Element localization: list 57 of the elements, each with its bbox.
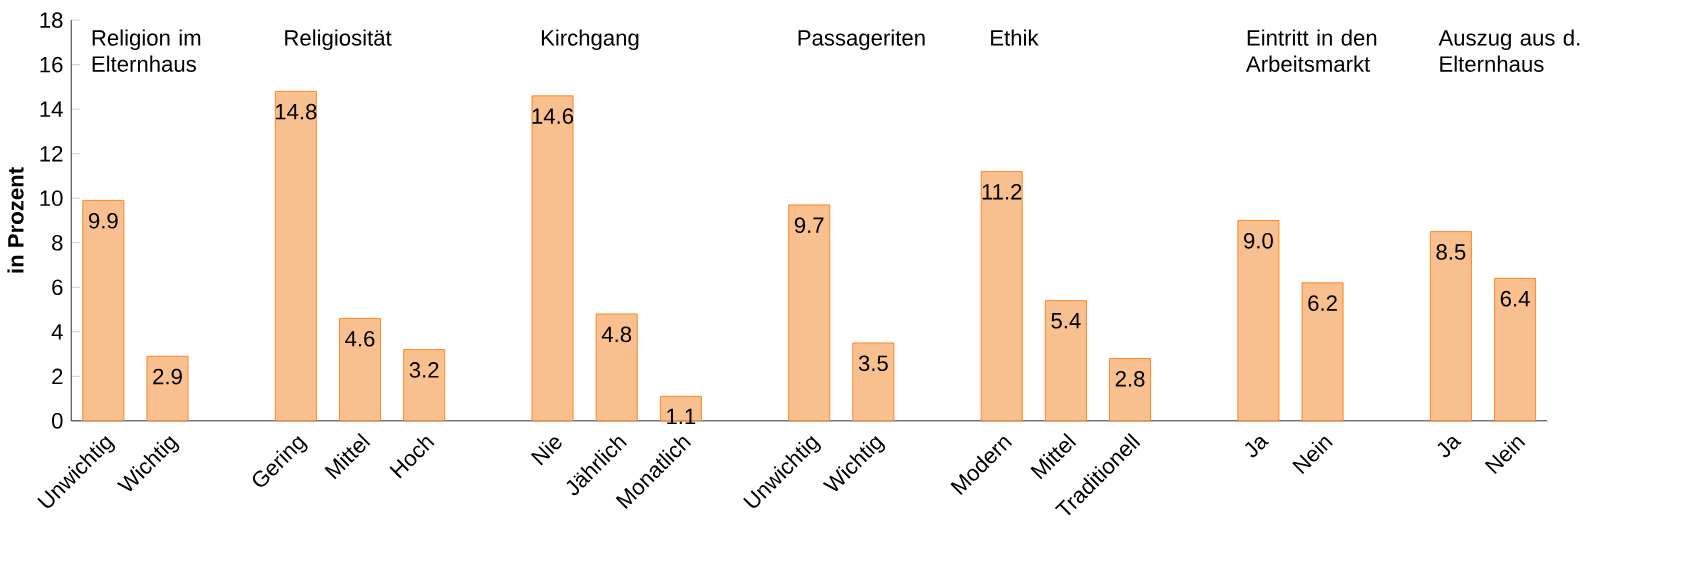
bar [1109,358,1151,422]
data-label: 8.5 [1436,244,1466,260]
data-label: 6.4 [1500,290,1530,307]
y-tick-label: 16 [40,56,63,73]
y-tick-label: 0 [51,413,63,429]
data-label: 9.7 [794,217,824,234]
data-label: 3.5 [858,355,888,372]
bar [1494,277,1537,422]
data-label: 9.0 [1244,233,1273,249]
bar [1237,220,1280,422]
data-label: 4.6 [345,330,375,347]
x-tick-label: Nein [1484,437,1526,475]
data-label: 14.6 [532,108,574,125]
annotation: Religion im Elternhaus [92,29,201,72]
data-label: 2.8 [1115,371,1145,387]
y-tick-label: 18 [40,12,63,29]
data-label: 11.2 [982,184,1022,200]
y-tick-label: 4 [51,324,63,340]
x-tick-label: Ja [1245,436,1270,458]
bar [339,318,381,422]
y-axis-title: in Prozent [7,167,24,273]
bar [980,171,1023,422]
annotation: Ethik [991,29,1039,46]
annotation: Auszug aus d. Elternhaus [1438,29,1580,72]
y-tick-label: 6 [52,279,63,296]
x-tick-label: Nie [530,437,562,466]
data-label: 14.8 [275,103,317,120]
data-label: 9.9 [88,212,118,229]
bar [1301,282,1344,422]
data-label: 3.2 [409,362,439,378]
annotation: Passageriten [798,29,925,51]
x-tick-label: Ja [1437,436,1462,458]
bar [403,349,446,422]
y-tick-label: 10 [40,190,63,207]
data-label: 2.9 [153,368,182,385]
y-tick-label: 14 [40,101,63,117]
data-label: 5.4 [1051,313,1081,329]
x-tick-label: Nein [1292,437,1333,475]
bar [1044,300,1087,422]
annotation: Religiosität [285,29,392,51]
data-label: 4.8 [601,326,632,343]
bar [531,95,574,422]
bar [1429,231,1472,422]
y-tick-label: 12 [40,146,63,162]
bar [146,355,189,422]
annotation: Eintritt in den Arbeitsmarkt [1245,29,1377,72]
bar [659,395,702,422]
data-label: 6.2 [1308,295,1337,311]
y-tick-label: 8 [52,234,63,251]
bar [595,313,638,422]
y-tick-label: 2 [52,368,63,385]
bar [852,342,895,422]
bar [788,204,831,422]
bar [82,200,125,422]
bar [274,90,317,422]
annotation: Kirchgang [541,29,639,51]
data-label: 1.1 [667,408,696,425]
